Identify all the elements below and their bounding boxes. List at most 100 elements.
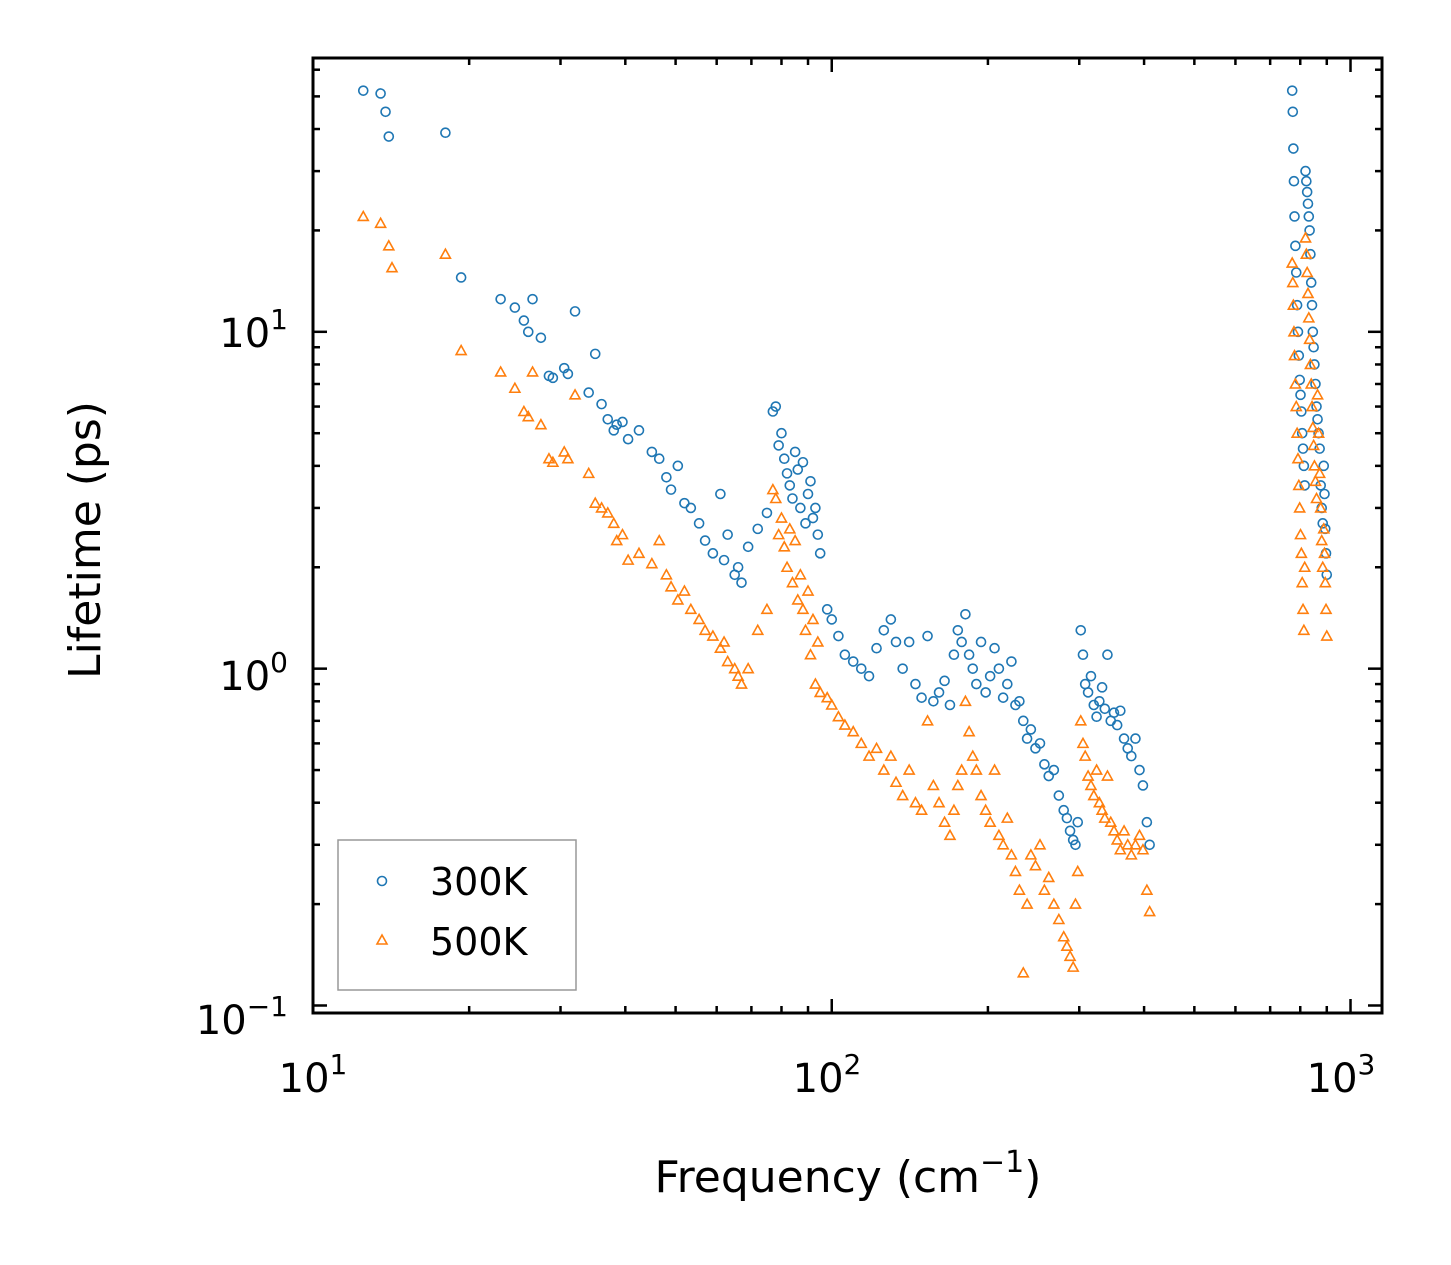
point-500k-22 xyxy=(610,533,624,546)
legend-box xyxy=(337,839,577,991)
point-500k-61 xyxy=(809,677,822,689)
point-500k-149 xyxy=(1293,501,1307,513)
point-300k-4 xyxy=(440,127,451,139)
plot-frame xyxy=(311,56,1384,1015)
point-300k-79 xyxy=(922,630,933,642)
point-300k-64 xyxy=(821,604,833,615)
point-500k-145 xyxy=(1289,399,1303,412)
point-500k-86 xyxy=(955,763,969,775)
point-500k-110 xyxy=(1057,930,1071,942)
point-500k-104 xyxy=(1029,859,1042,871)
point-300k-125 xyxy=(1099,703,1111,715)
point-500k-105 xyxy=(1033,838,1047,850)
point-500k-90 xyxy=(970,763,983,775)
point-300k-81 xyxy=(933,687,945,698)
point-500k-106 xyxy=(1038,883,1051,895)
point-300k-131 xyxy=(1118,733,1130,744)
point-500k-129 xyxy=(1110,833,1124,845)
point-500k-70 xyxy=(862,749,876,761)
point-300k-40 xyxy=(732,561,744,573)
point-300k-116 xyxy=(1075,624,1087,636)
point-300k-69 xyxy=(855,663,867,674)
point-300k-32 xyxy=(685,502,697,514)
point-500k-120 xyxy=(1084,778,1098,791)
point-500k-150 xyxy=(1294,527,1307,540)
point-300k-37 xyxy=(718,554,730,566)
point-500k-48 xyxy=(775,511,788,523)
point-300k-36 xyxy=(715,488,726,500)
legend-marker-500k xyxy=(375,933,389,945)
point-300k-2 xyxy=(380,106,391,118)
point-300k-63 xyxy=(814,548,826,559)
point-500k-144 xyxy=(1289,377,1302,389)
point-500k-79 xyxy=(921,714,934,726)
point-300k-65 xyxy=(826,614,838,625)
point-300k-56 xyxy=(797,456,809,468)
point-300k-44 xyxy=(761,507,773,519)
point-500k-16 xyxy=(568,388,582,400)
point-300k-1 xyxy=(375,88,386,99)
point-500k-62 xyxy=(811,635,825,647)
point-300k-30 xyxy=(672,460,684,472)
point-300k-157 xyxy=(1301,175,1312,187)
point-500k-174 xyxy=(1315,533,1329,546)
point-500k-97 xyxy=(1000,811,1014,823)
point-500k-25 xyxy=(632,546,646,559)
point-500k-131 xyxy=(1117,824,1131,836)
point-500k-13 xyxy=(546,455,560,468)
legend: 300K 500K xyxy=(337,839,577,991)
point-300k-49 xyxy=(778,453,790,465)
point-500k-18 xyxy=(588,496,602,508)
point-300k-27 xyxy=(653,453,665,465)
point-500k-95 xyxy=(992,828,1006,841)
point-500k-7 xyxy=(508,381,522,394)
point-300k-135 xyxy=(1134,764,1145,776)
point-300k-108 xyxy=(1048,764,1060,776)
point-500k-146 xyxy=(1290,426,1304,439)
point-300k-160 xyxy=(1303,211,1315,222)
point-500k-82 xyxy=(938,815,951,828)
point-300k-158 xyxy=(1301,186,1313,198)
point-300k-106 xyxy=(1039,759,1050,770)
point-300k-124 xyxy=(1096,682,1108,693)
point-500k-26 xyxy=(645,557,659,569)
point-300k-53 xyxy=(789,446,801,458)
point-300k-7 xyxy=(509,302,521,313)
point-500k-85 xyxy=(951,778,965,791)
point-300k-92 xyxy=(980,687,991,698)
point-300k-8 xyxy=(518,315,530,326)
point-500k-21 xyxy=(607,516,621,529)
point-500k-83 xyxy=(943,828,957,841)
point-300k-51 xyxy=(784,480,796,491)
point-500k-177 xyxy=(1318,546,1331,559)
point-300k-82 xyxy=(939,675,950,687)
point-300k-105 xyxy=(1034,738,1046,749)
point-300k-156 xyxy=(1300,165,1311,177)
point-500k-112 xyxy=(1063,949,1077,962)
point-300k-137 xyxy=(1141,816,1153,828)
point-500k-141 xyxy=(1287,298,1300,310)
point-300k-141 xyxy=(1288,143,1299,154)
point-500k-56 xyxy=(796,602,810,615)
point-500k-2 xyxy=(382,239,396,251)
point-500k-113 xyxy=(1066,960,1080,972)
point-500k-68 xyxy=(846,725,860,737)
y-tick-label-1: 100 xyxy=(219,646,288,700)
point-500k-34 xyxy=(698,623,712,636)
point-500k-10 xyxy=(526,365,539,377)
point-500k-30 xyxy=(671,593,685,605)
point-500k-140 xyxy=(1286,275,1300,288)
point-300k-120 xyxy=(1085,670,1097,682)
point-500k-159 xyxy=(1301,286,1315,299)
point-500k-109 xyxy=(1052,912,1066,925)
point-500k-40 xyxy=(731,669,745,681)
point-500k-125 xyxy=(1098,811,1112,823)
point-500k-52 xyxy=(786,576,799,588)
point-500k-72 xyxy=(877,763,891,775)
point-500k-117 xyxy=(1076,736,1090,749)
point-500k-126 xyxy=(1101,769,1114,781)
point-300k-87 xyxy=(960,609,971,620)
point-300k-78 xyxy=(916,692,927,703)
x-tick-label-100: 102 xyxy=(793,1048,862,1102)
point-500k-178 xyxy=(1318,576,1332,588)
